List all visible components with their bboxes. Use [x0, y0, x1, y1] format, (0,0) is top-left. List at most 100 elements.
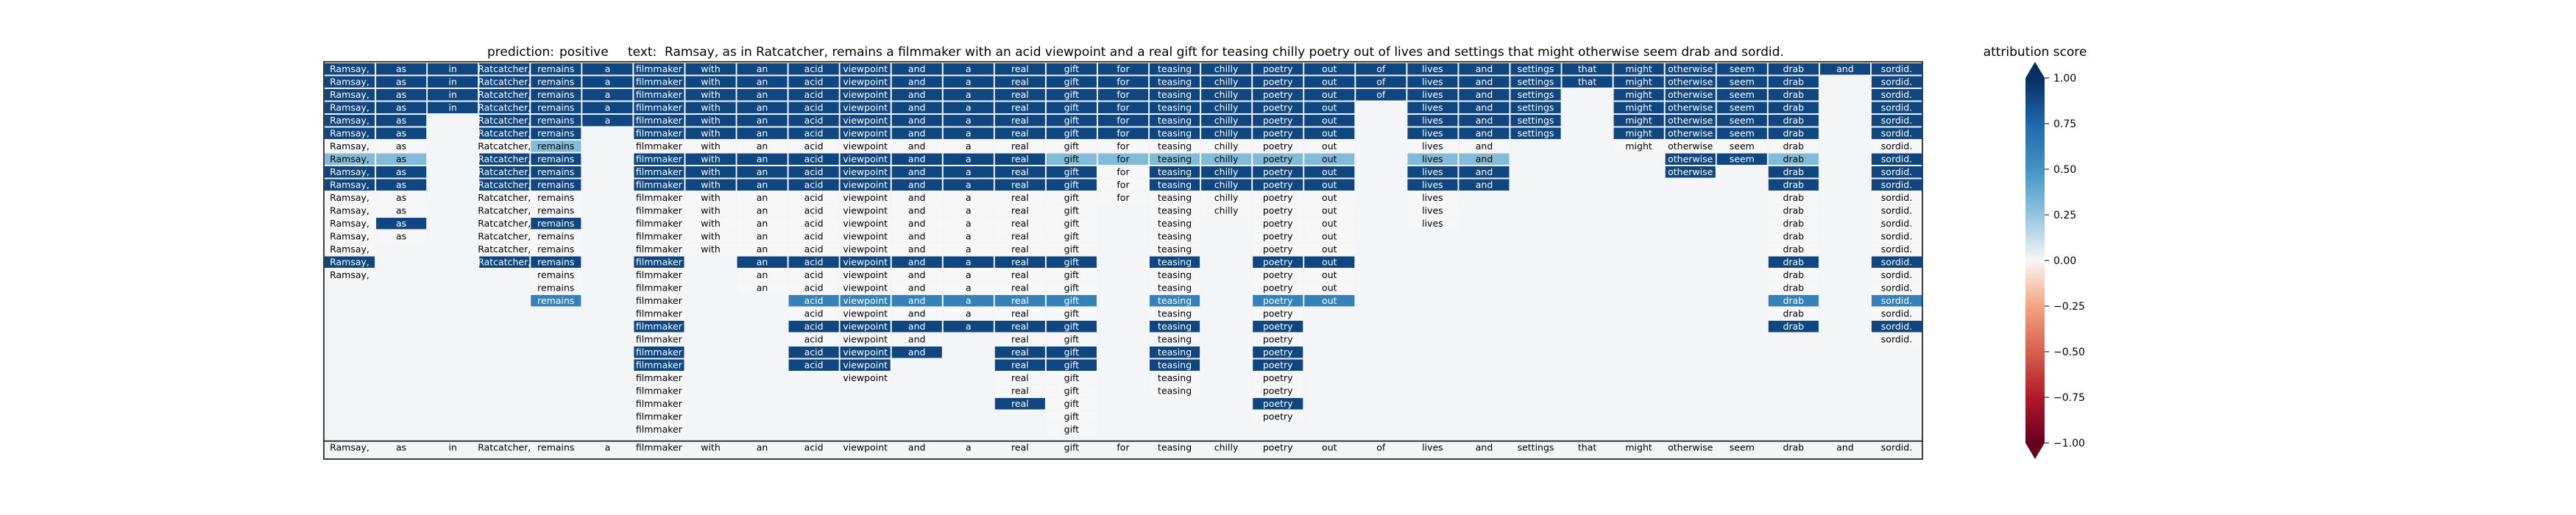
heatmap-cell: [737, 166, 788, 178]
heatmap-cell: [1098, 166, 1149, 178]
heatmap-cell-token: a: [605, 63, 611, 74]
heatmap-cell: [1046, 385, 1097, 397]
heatmap-cell: [685, 141, 736, 152]
heatmap-cell-token: otherwise: [1668, 141, 1713, 152]
heatmap-cell: [1150, 127, 1200, 139]
heatmap-cell-token: sordid.: [1881, 218, 1912, 229]
heatmap-cell-token: drab: [1783, 153, 1804, 164]
heatmap-cell-token: for: [1117, 63, 1130, 74]
heatmap-cell: [994, 89, 1045, 101]
heatmap-cell-token: with: [701, 76, 721, 87]
heatmap-cell-token: Ratcatcher,: [478, 218, 531, 229]
heatmap-cell-token: gift: [1064, 153, 1080, 164]
heatmap-cell: [1046, 230, 1097, 242]
heatmap-cell: [840, 333, 891, 345]
heatmap-cell: [1716, 89, 1767, 101]
heatmap-cell: [479, 166, 530, 178]
heatmap-cell: [1768, 115, 1819, 127]
heatmap-cell-token: chilly: [1214, 115, 1239, 126]
heatmap-cell-token: as: [396, 76, 406, 87]
heatmap-cell: [943, 63, 994, 75]
heatmap-cell-token: with: [701, 179, 721, 190]
heatmap-cell-token: remains: [537, 63, 574, 74]
heatmap-cell-token: Ramsay,: [330, 102, 369, 113]
colorbar-tick-label: 0.25: [2053, 210, 2076, 221]
heatmap-cell: [325, 115, 375, 127]
heatmap-cell-token: with: [701, 89, 721, 100]
heatmap-cell: [1046, 218, 1097, 230]
heatmap-cell: [634, 192, 684, 204]
heatmap-cell: [943, 230, 994, 242]
heatmap-cell: [1098, 153, 1149, 165]
heatmap-cell-token: teasing: [1158, 102, 1192, 113]
heatmap-cell-token: settings: [1518, 63, 1554, 74]
heatmap-cell-token: filmmaker: [636, 205, 683, 216]
heatmap-cell: [1253, 372, 1303, 384]
x-axis-token: viewpoint: [843, 442, 888, 453]
heatmap-cell: [1201, 141, 1252, 152]
heatmap-cell-token: drab: [1783, 205, 1804, 216]
heatmap-cell-token: teasing: [1158, 127, 1192, 138]
heatmap-cell-token: poetry: [1263, 308, 1293, 319]
heatmap-cell: [737, 102, 788, 113]
heatmap-cell: [1253, 347, 1303, 358]
heatmap-cell: [788, 179, 839, 191]
heatmap-cell-token: Ratcatcher,: [478, 244, 531, 255]
heatmap-cell-token: as: [396, 115, 406, 126]
heatmap-cell-token: poetry: [1263, 398, 1293, 409]
heatmap-cell-token: acid: [804, 218, 824, 229]
heatmap-cell: [1150, 282, 1200, 294]
heatmap-cell-token: out: [1322, 89, 1337, 100]
heatmap-cell: [685, 205, 736, 216]
heatmap-cell: [1768, 230, 1819, 242]
heatmap-cell: [1871, 321, 1922, 333]
heatmap-cell: [634, 153, 684, 165]
heatmap-cell-token: teasing: [1158, 347, 1192, 358]
heatmap-cell: [788, 282, 839, 294]
heatmap-cell-token: filmmaker: [636, 359, 683, 370]
heatmap-cell-token: a: [966, 63, 972, 74]
heatmap-cell-token: of: [1376, 63, 1386, 74]
heatmap-cell: [891, 76, 942, 88]
heatmap-cell-token: teasing: [1158, 385, 1192, 396]
heatmap-cell-token: and: [908, 295, 926, 306]
heatmap-cell-token: in: [448, 63, 456, 74]
heatmap-cell: [1150, 256, 1200, 268]
heatmap-cell-token: as: [396, 102, 406, 113]
x-axis-token: might: [1625, 442, 1652, 453]
heatmap-cell-token: teasing: [1158, 192, 1192, 203]
heatmap-cell-token: filmmaker: [636, 153, 683, 164]
heatmap-cell-token: as: [396, 166, 406, 177]
heatmap-cell: [1253, 179, 1303, 191]
colorbar-tick-label: 0.75: [2053, 118, 2076, 130]
colorbar-gradient: [2025, 78, 2045, 443]
heatmap-cell: [531, 269, 581, 281]
heatmap-cell: [531, 295, 581, 307]
heatmap-cell: [531, 102, 581, 113]
heatmap-cell: [1201, 179, 1252, 191]
heatmap-cell: [1407, 218, 1458, 230]
heatmap-cell-token: for: [1117, 141, 1130, 152]
heatmap-cell-token: with: [701, 166, 721, 177]
heatmap-cell: [1304, 76, 1355, 88]
heatmap-cell-token: gift: [1064, 89, 1080, 100]
heatmap-cell-token: otherwise: [1668, 102, 1713, 113]
heatmap-cell: [376, 76, 427, 88]
heatmap-cell: [840, 347, 891, 358]
heatmap-cell-token: an: [757, 102, 768, 113]
heatmap-cell-token: remains: [537, 269, 574, 280]
heatmap-cell-token: an: [757, 76, 768, 87]
heatmap-cell-token: Ratcatcher,: [478, 179, 531, 190]
heatmap-cell-token: and: [908, 269, 926, 280]
heatmap-cell-token: out: [1322, 153, 1337, 164]
heatmap-cell-token: viewpoint: [843, 153, 888, 164]
heatmap-cell-token: a: [966, 244, 972, 255]
heatmap-cell: [943, 115, 994, 127]
heatmap-cell: [428, 76, 478, 88]
heatmap-cell: [1098, 102, 1149, 113]
heatmap-cell-token: otherwise: [1668, 76, 1713, 87]
heatmap-cell-token: chilly: [1214, 192, 1239, 203]
x-axis-token: real: [1011, 442, 1029, 453]
colorbar-tick-label: −0.25: [2053, 301, 2085, 313]
heatmap-cell: [1407, 179, 1458, 191]
